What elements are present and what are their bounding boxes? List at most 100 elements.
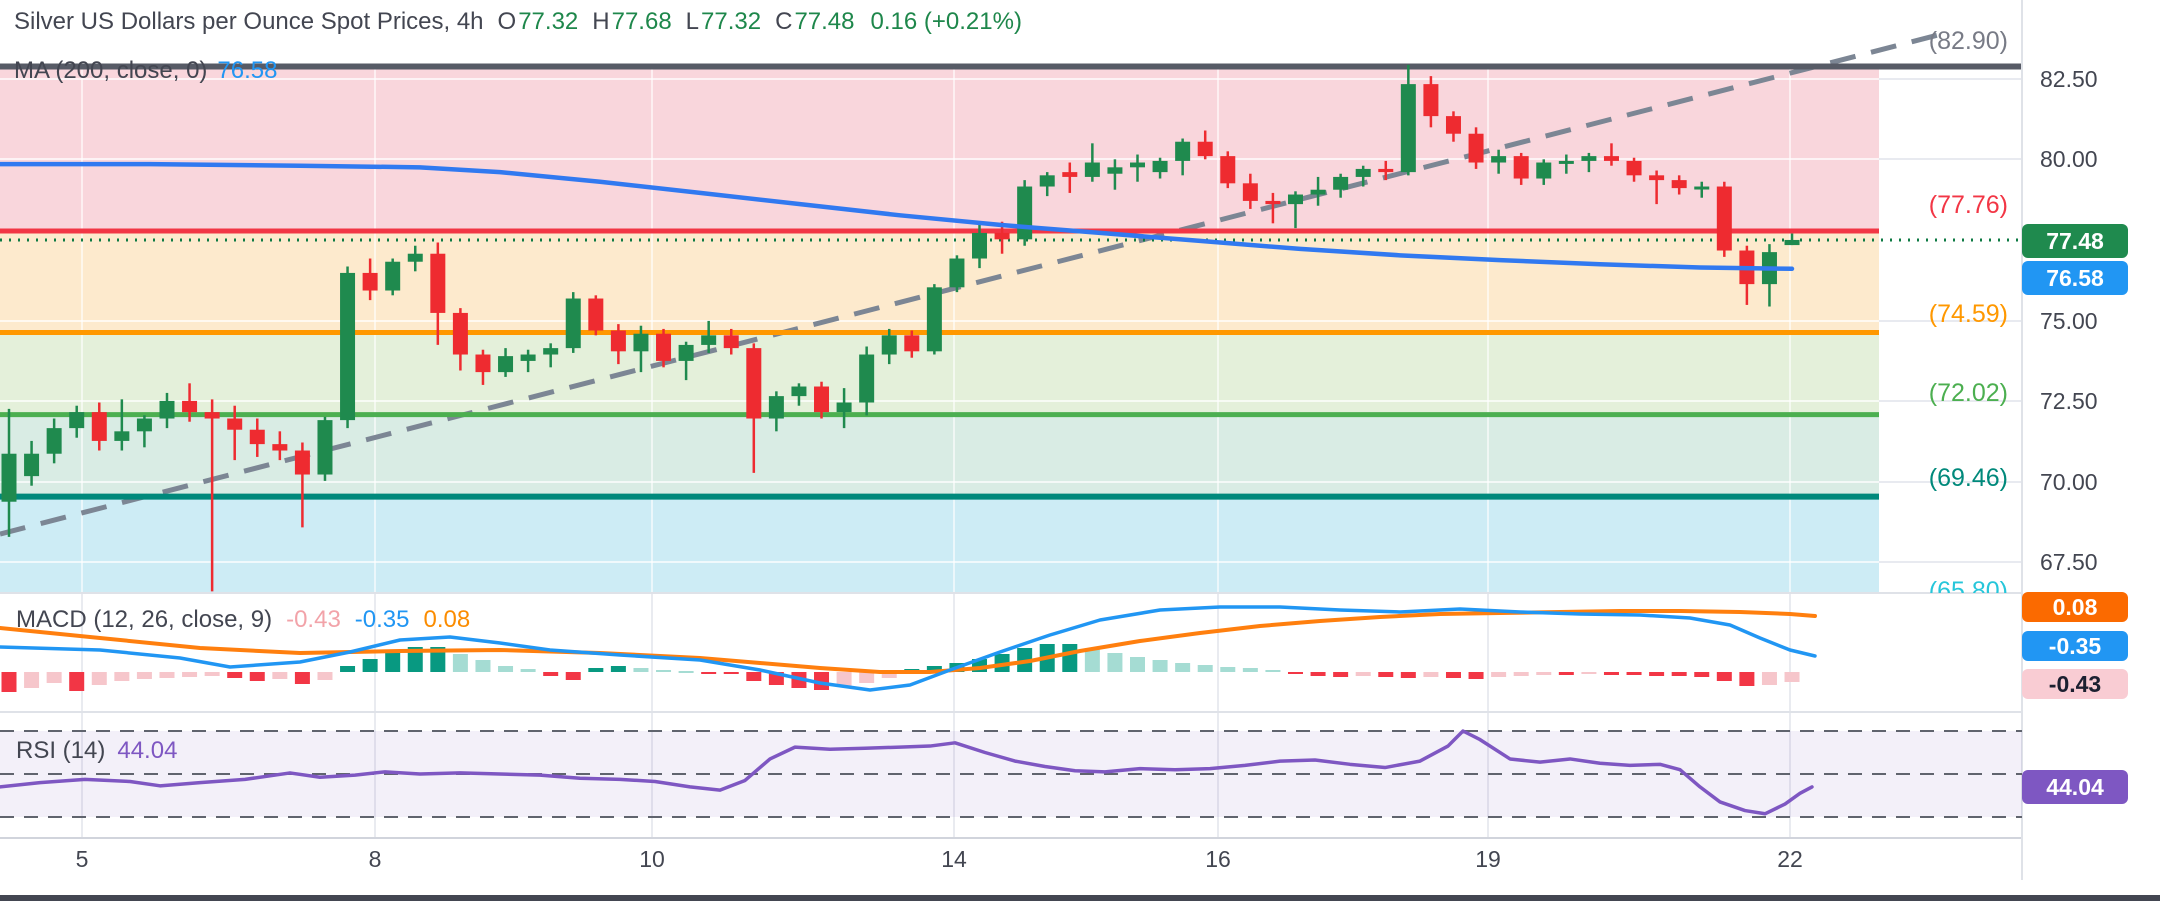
macd-hist-bar <box>340 666 356 672</box>
rsi-legend-value: 44.04 <box>117 737 178 764</box>
candle-body <box>1491 156 1507 163</box>
candle-body <box>972 232 988 259</box>
rsi-legend-label: RSI (14) <box>16 737 106 764</box>
price-level-label: (74.59) <box>1928 300 2008 328</box>
axis-badge: -0.35 <box>2022 631 2128 661</box>
candle-body <box>430 253 446 313</box>
price-tick-label: 82.50 <box>2040 66 2098 92</box>
macd-hist-bar <box>1062 644 1078 672</box>
candle-body <box>520 354 536 361</box>
macd-legend-row[interactable]: MACD (12, 26, close, 9) -0.43 -0.35 0.08 <box>16 606 470 634</box>
candle-body <box>24 453 40 477</box>
macd-hist-bar <box>475 660 491 672</box>
candle-body <box>294 450 310 475</box>
candle-body <box>340 272 356 421</box>
macd-hist-bar <box>1355 672 1371 676</box>
candle-body <box>1084 162 1100 177</box>
candle-body <box>1649 175 1665 181</box>
candle-body <box>272 444 288 451</box>
macd-hist-bar <box>362 659 378 672</box>
candle-body <box>91 412 107 441</box>
candle-body <box>475 354 491 373</box>
candle-body <box>994 232 1010 240</box>
macd-hist-bar <box>407 647 423 672</box>
candle-body <box>69 412 85 429</box>
macd-hist-bar <box>498 666 514 672</box>
macd-hist-bar <box>1649 672 1665 676</box>
candle-body <box>678 344 694 361</box>
ma200-line <box>0 161 1795 272</box>
price-tick-label: 67.50 <box>2040 549 2098 575</box>
macd-hist-bar <box>881 672 897 678</box>
macd-hist-bar <box>227 672 243 678</box>
candle-body <box>1423 84 1439 117</box>
macd-hist-bar <box>249 672 265 681</box>
date-tick-label: 8 <box>368 846 382 872</box>
candle-body <box>362 272 378 291</box>
ohlc-value-c: C77.48 <box>775 8 855 35</box>
candle-body <box>1400 84 1416 173</box>
candle-body <box>249 429 265 445</box>
candle-body <box>1175 141 1191 161</box>
macd-line <box>0 605 1817 692</box>
candle-body <box>1513 156 1529 179</box>
date-tick-label: 16 <box>1205 846 1231 872</box>
axis-badge: 77.48 <box>2022 224 2128 258</box>
candle-body <box>1242 183 1258 201</box>
ma-legend-value: 76.58 <box>217 57 278 84</box>
candle-body <box>1265 200 1281 205</box>
macd-hist-bar <box>926 666 942 672</box>
candle-body <box>317 420 333 475</box>
price-level-label: (77.76) <box>1928 191 2008 219</box>
macd-hist-bar <box>24 672 40 688</box>
macd-hist-bar <box>1197 665 1213 672</box>
price-level-label: (82.90) <box>1928 27 2008 55</box>
date-tick-label: 19 <box>1475 846 1501 872</box>
macd-hist-bar <box>1558 672 1574 675</box>
macd-hist-bar <box>610 666 626 672</box>
macd-legend-values: -0.43 -0.35 0.08 <box>272 606 470 633</box>
fib-band-4 <box>0 496 1879 593</box>
macd-hist-bar <box>317 672 333 680</box>
candle-body <box>881 335 897 355</box>
macd-hist-bar <box>1310 672 1326 676</box>
bottom-bar <box>0 895 2160 901</box>
candle-body <box>1220 156 1236 184</box>
price-level-label: (72.02) <box>1928 379 2008 407</box>
macd-hist-bar <box>1107 653 1123 672</box>
macd-hist-bar <box>1333 672 1349 677</box>
candle-body <box>114 431 130 441</box>
candle-body <box>1626 160 1642 176</box>
macd-hist-bar <box>136 672 152 679</box>
candle-body <box>1581 156 1597 161</box>
candle-body <box>565 298 581 349</box>
macd-hist-bar <box>1739 672 1755 686</box>
price-level-label: (69.46) <box>1928 464 2008 492</box>
macd-hist-bar <box>678 671 694 673</box>
candle-body <box>452 312 468 355</box>
ma-legend-row[interactable]: MA (200, close, 0) 76.58 <box>14 57 277 85</box>
macd-legend-value-1: -0.35 <box>354 606 410 633</box>
macd-hist-bar <box>1513 672 1529 676</box>
macd-hist-bar <box>1468 672 1484 679</box>
macd-hist-bar <box>204 672 220 676</box>
macd-hist-bar <box>272 672 288 679</box>
candle-body <box>791 386 807 397</box>
symbol-title-row[interactable]: Silver US Dollars per Ounce Spot Prices,… <box>14 8 1022 36</box>
macd-hist-bar <box>1242 668 1258 672</box>
macd-hist-bar <box>1491 672 1507 677</box>
rsi-legend-row[interactable]: RSI (14) 44.04 <box>16 737 177 765</box>
change-value: 0.16 (+0.21%) <box>870 8 1022 35</box>
macd-hist-bar <box>182 672 198 677</box>
macd-signal-line <box>0 609 1817 674</box>
macd-hist-bar <box>1130 657 1145 672</box>
candle-body <box>1333 176 1349 190</box>
price-tick-label: 70.00 <box>2040 469 2098 495</box>
candle-body <box>1378 168 1394 173</box>
macd-hist-bar <box>1084 648 1100 672</box>
candle-body <box>1468 133 1484 163</box>
candle-body <box>1310 189 1326 195</box>
macd-hist-bar <box>385 653 401 672</box>
axis-badge: -0.43 <box>2022 669 2128 699</box>
